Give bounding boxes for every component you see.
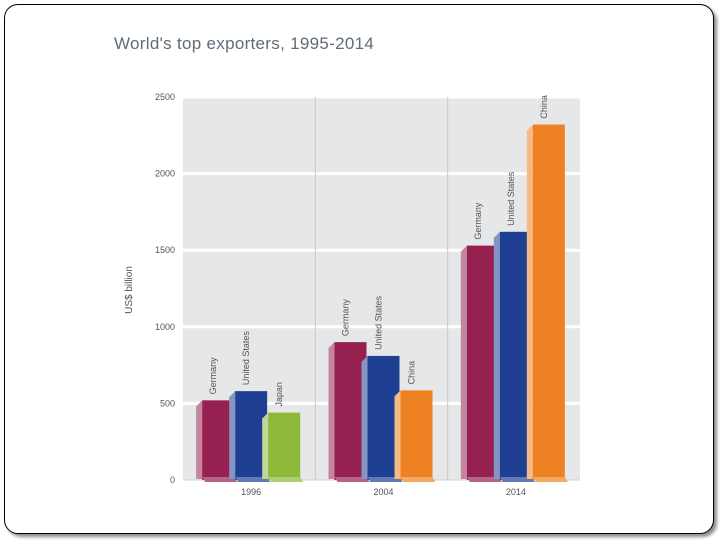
y-tick-label: 0 bbox=[170, 475, 175, 485]
bar bbox=[334, 342, 367, 480]
bar bbox=[466, 245, 499, 480]
bar-side bbox=[262, 412, 269, 479]
x-tick-label: 1996 bbox=[241, 487, 261, 497]
bar bbox=[400, 390, 433, 480]
bar-side bbox=[394, 390, 401, 479]
bar-side bbox=[229, 391, 236, 479]
bar bbox=[202, 400, 235, 480]
bar-label: Germany bbox=[341, 299, 351, 337]
bar-base bbox=[367, 477, 403, 482]
bar-label: United States bbox=[374, 295, 384, 350]
bar bbox=[499, 231, 532, 480]
y-tick-label: 500 bbox=[160, 398, 175, 408]
bar bbox=[268, 412, 301, 480]
bar-side bbox=[328, 342, 335, 479]
chart-title: World's top exporters, 1995-2014 bbox=[114, 34, 375, 53]
bar-base bbox=[268, 477, 304, 482]
bar-base bbox=[334, 477, 370, 482]
y-axis-label: US$ billion bbox=[124, 266, 135, 314]
bar-label: United States bbox=[241, 331, 251, 386]
bar-side bbox=[460, 245, 467, 479]
bar-side bbox=[196, 400, 203, 479]
bar-label: China bbox=[539, 95, 549, 119]
bar bbox=[235, 391, 268, 480]
bar-side bbox=[526, 124, 533, 480]
bar-base bbox=[499, 477, 535, 482]
y-tick-label: 1000 bbox=[155, 322, 175, 332]
y-tick-label: 1500 bbox=[155, 245, 175, 255]
y-tick-label: 2000 bbox=[155, 169, 175, 179]
bar bbox=[532, 124, 565, 481]
bar-label: Japan bbox=[274, 382, 284, 407]
bar-base bbox=[466, 477, 502, 482]
bar-base bbox=[400, 477, 436, 482]
bar-label: United States bbox=[506, 171, 516, 226]
y-tick-label: 2500 bbox=[155, 92, 175, 102]
bar-base bbox=[235, 477, 271, 482]
bar-base bbox=[532, 477, 568, 482]
x-tick-label: 2014 bbox=[506, 487, 526, 497]
bar-side bbox=[493, 231, 500, 479]
bar-side bbox=[361, 355, 368, 479]
bar-label: Germany bbox=[208, 357, 218, 395]
bar bbox=[367, 355, 400, 480]
bar-base bbox=[202, 477, 238, 482]
x-tick-label: 2004 bbox=[373, 487, 393, 497]
bar-label: China bbox=[407, 361, 417, 385]
bar-label: Germany bbox=[473, 202, 483, 240]
